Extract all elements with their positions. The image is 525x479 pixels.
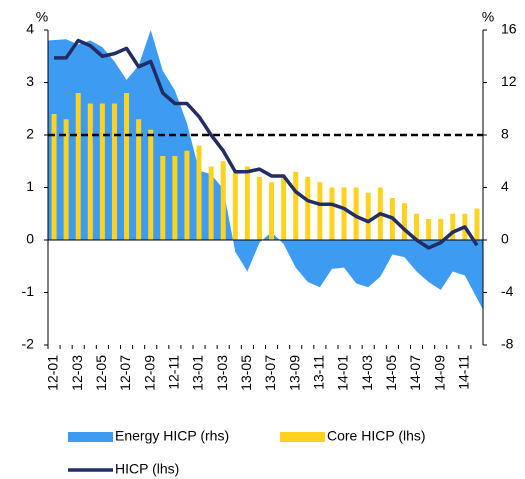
bar [87,103,93,240]
bar [293,171,299,240]
legend-swatch [68,432,113,442]
x-tick-label: 14-01 [335,355,351,391]
y-tick-label: -1 [22,283,35,299]
bar [329,187,335,240]
bar [269,182,275,240]
y2-tick-label: -8 [501,336,514,352]
bar [353,187,359,240]
legend-label: Core HICP (lhs) [327,428,426,444]
bar [172,156,178,240]
bar [63,119,69,240]
x-tick-label: 14-07 [407,355,423,391]
x-tick-label: 13-09 [286,355,302,391]
x-tick-label: 14-09 [431,355,447,391]
bar [438,219,444,240]
x-tick-label: 14-11 [456,355,472,390]
y2-tick-label: 4 [501,178,509,194]
y-tick-label: -2 [22,336,35,352]
bar [196,145,202,240]
y2-tick-label: 12 [501,73,517,89]
x-tick-label: 12-01 [45,355,61,391]
y2-tick-label: 8 [501,126,509,142]
legend-label: Energy HICP (rhs) [115,428,229,444]
y-axis-label: % [36,9,48,25]
x-tick-label: 13-01 [190,355,206,391]
x-tick-label: 12-03 [69,355,85,391]
x-tick-label: 13-07 [262,355,278,391]
bar [124,93,130,240]
bar [232,171,238,240]
bar [401,203,407,240]
bar [160,156,166,240]
bar [426,219,432,240]
bar [220,161,226,240]
bar [317,182,323,240]
x-tick-label: 13-11 [311,355,327,390]
y-tick-label: 2 [26,126,34,142]
bar [414,213,420,240]
x-tick-label: 14-05 [383,355,399,391]
bar [75,93,81,240]
y2-tick-label: 0 [501,231,509,247]
bar [111,103,117,240]
legend-label: HICP (lhs) [115,461,179,477]
y2-tick-label: 16 [501,21,517,37]
bar [208,166,214,240]
bar [341,187,347,240]
y2-axis-label: % [482,9,494,25]
bar [99,103,105,240]
bar [184,150,190,240]
x-tick-label: 12-11 [166,355,182,390]
y-tick-label: 0 [26,231,34,247]
bar [136,119,142,240]
x-tick-label: 14-03 [359,355,375,391]
bar [244,166,250,240]
bar [256,177,262,240]
y-tick-label: 3 [26,73,34,89]
legend-swatch [280,432,325,442]
x-tick-label: 12-09 [141,355,157,391]
bar [51,114,57,240]
bar [365,192,371,240]
x-tick-label: 13-03 [214,355,230,391]
y-tick-label: 1 [26,178,34,194]
x-tick-label: 13-05 [238,355,254,391]
y-tick-label: 4 [26,21,34,37]
bar [305,177,311,240]
x-tick-label: 12-07 [117,355,133,391]
bar [474,208,480,240]
hicp-line [54,38,479,250]
bar [281,177,287,240]
x-tick-label: 12-05 [93,355,109,391]
bar [450,213,456,240]
y2-tick-label: -4 [501,283,514,299]
bar [148,129,154,240]
